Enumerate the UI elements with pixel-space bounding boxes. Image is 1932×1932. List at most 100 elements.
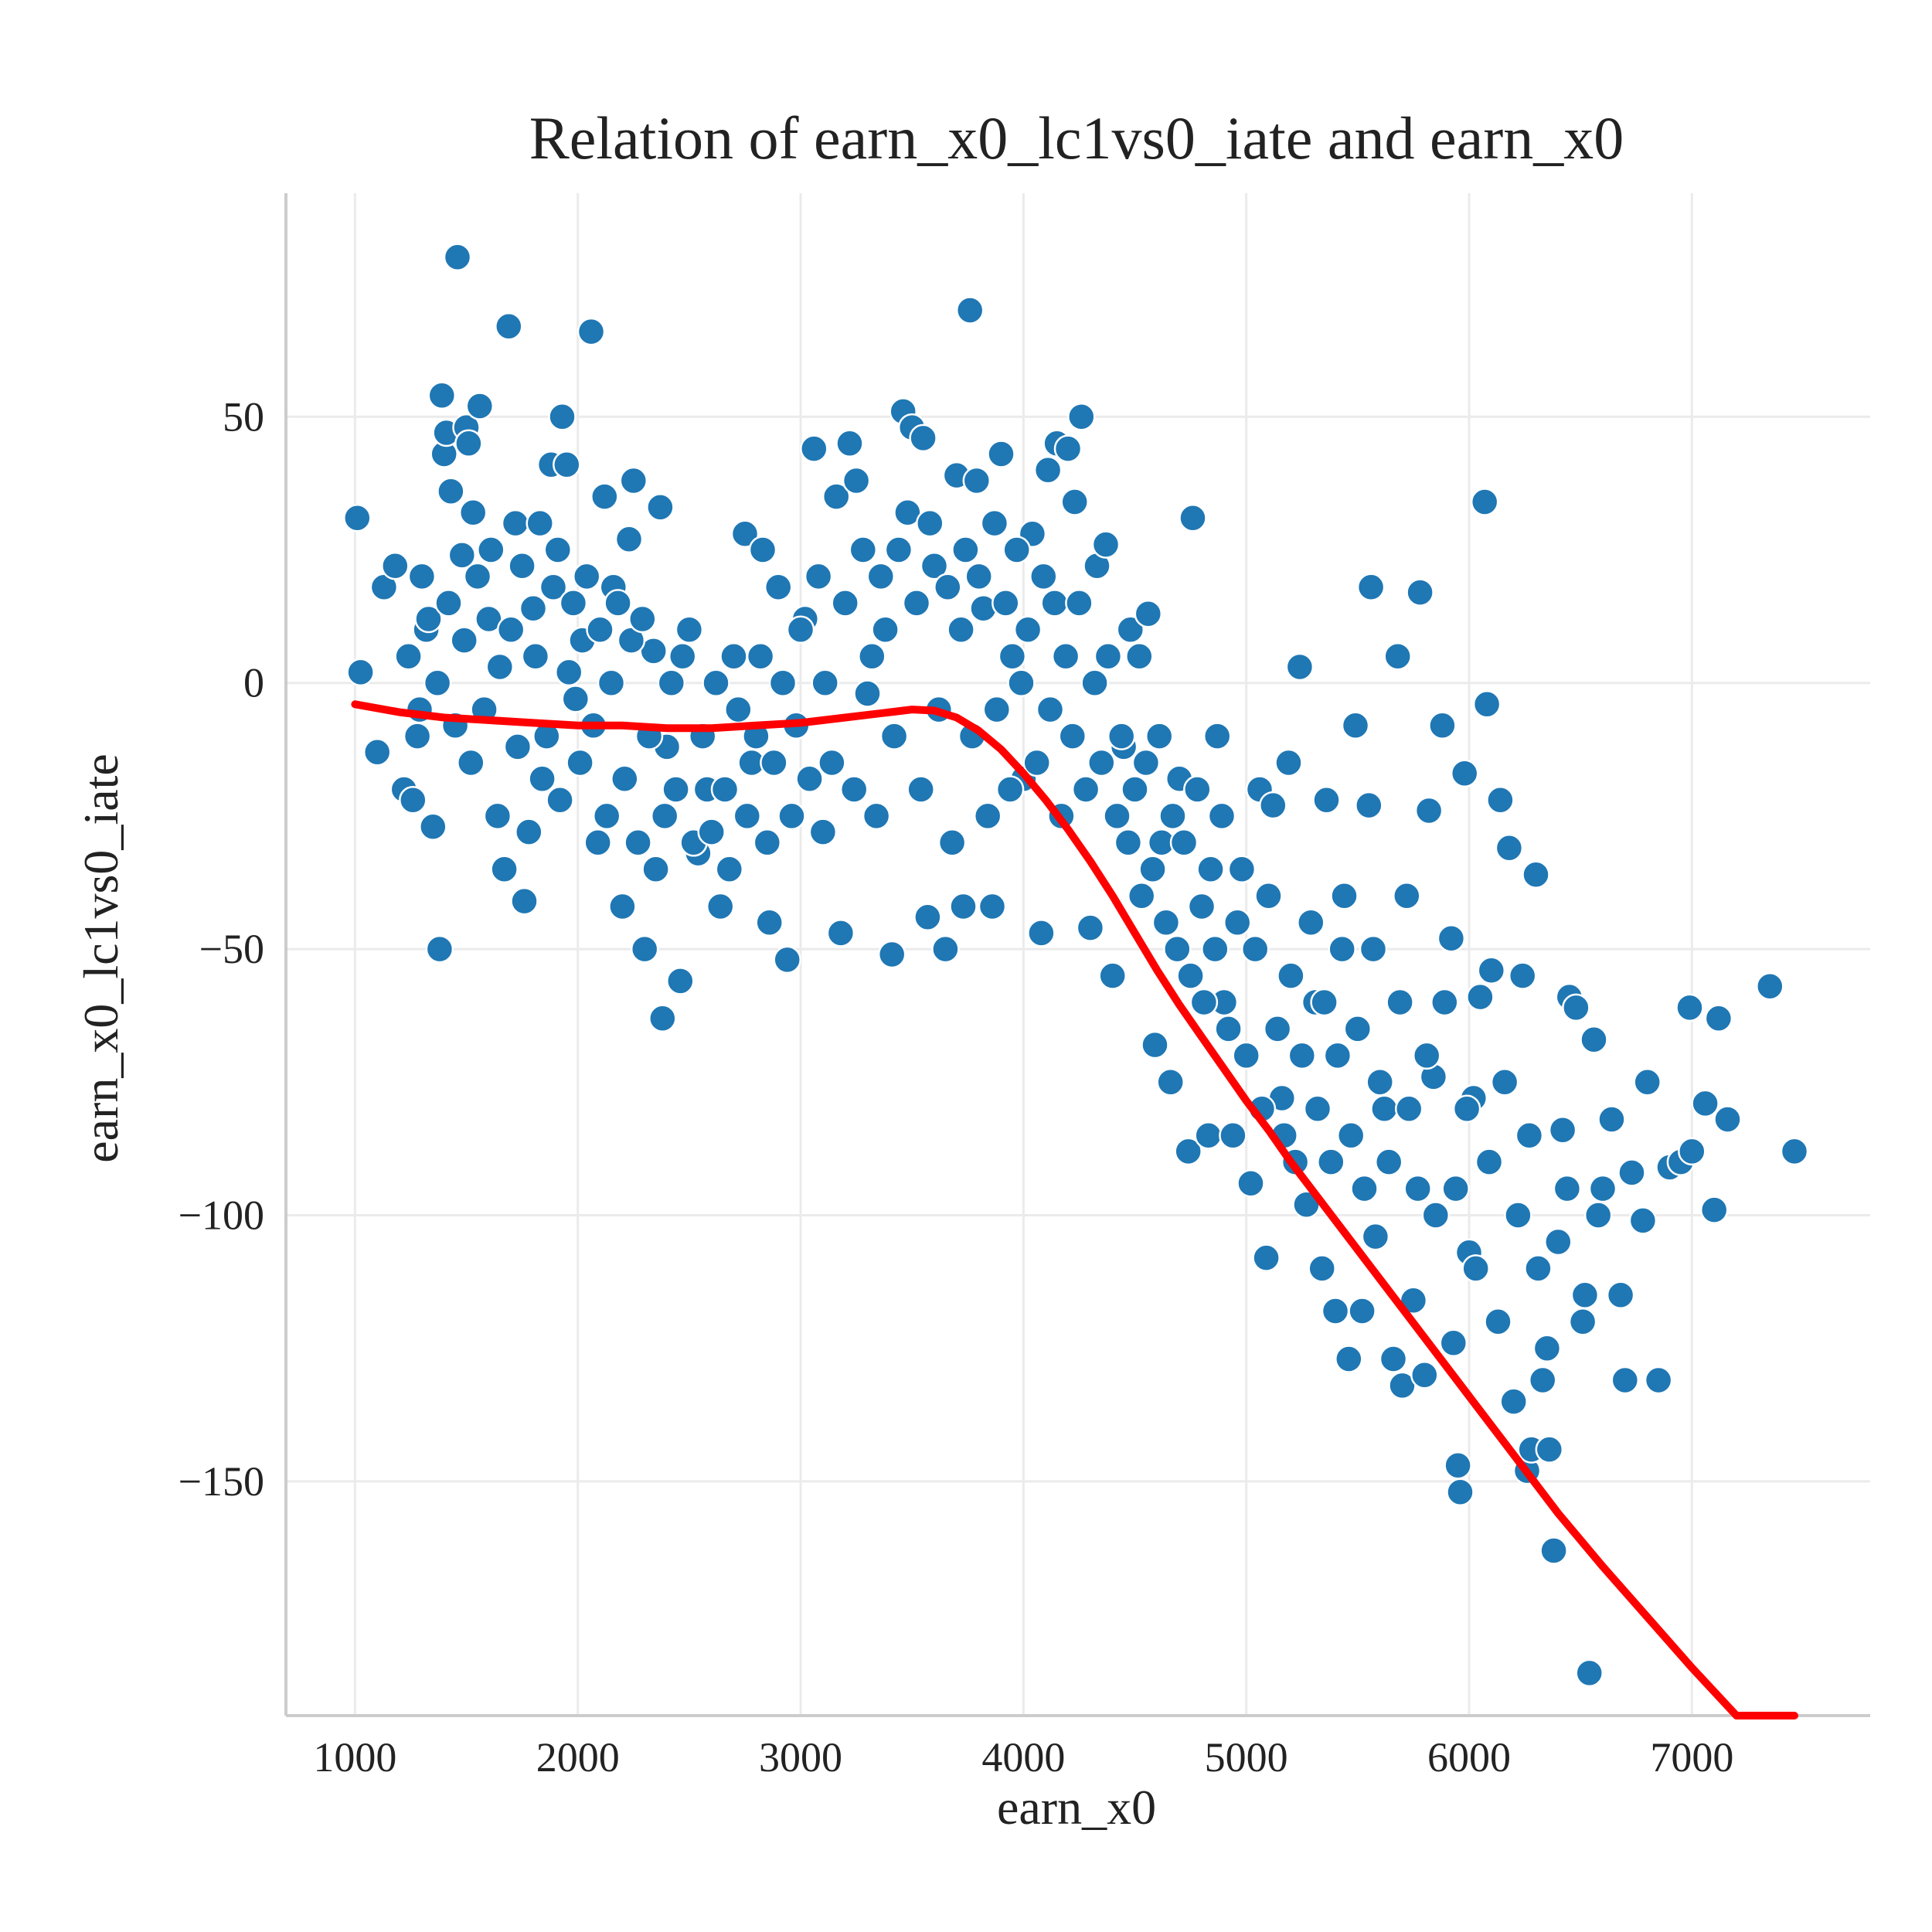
scatter-point bbox=[1470, 488, 1499, 516]
scatter-point bbox=[1138, 855, 1167, 884]
scatter-point bbox=[1532, 1334, 1562, 1362]
scatter-point bbox=[764, 573, 793, 601]
scatter-point bbox=[1065, 589, 1094, 617]
scatter-point bbox=[1252, 1243, 1281, 1272]
scatter-point bbox=[853, 679, 882, 708]
scatter-point bbox=[724, 695, 753, 724]
scatter-point bbox=[1091, 530, 1121, 559]
scatter-point bbox=[546, 785, 574, 815]
scatter-point bbox=[1189, 988, 1219, 1017]
scatter-point bbox=[1699, 1196, 1729, 1224]
scatter-point bbox=[1475, 1148, 1504, 1176]
scatter-point bbox=[1007, 668, 1036, 697]
scatter-point bbox=[528, 764, 556, 793]
scatter-point bbox=[1606, 1281, 1635, 1310]
scatter-point bbox=[811, 668, 839, 697]
scatter-point bbox=[748, 536, 777, 564]
scatter-point bbox=[697, 818, 726, 846]
scatter-point bbox=[1029, 562, 1058, 591]
scatter-point bbox=[1287, 1041, 1317, 1070]
scatter-point bbox=[1183, 775, 1212, 804]
scatter-point bbox=[1583, 1201, 1613, 1230]
scatter-point bbox=[1386, 988, 1414, 1017]
scatter-point bbox=[1141, 1030, 1169, 1060]
scatter-point bbox=[1570, 1281, 1600, 1310]
scatter-point bbox=[1071, 775, 1100, 804]
scatter-point bbox=[1214, 1015, 1243, 1043]
scatter-point bbox=[862, 801, 891, 831]
scatter-point bbox=[1562, 993, 1590, 1022]
scatter-point bbox=[1441, 1174, 1470, 1203]
scatter-point bbox=[1617, 1158, 1646, 1187]
scatter-point bbox=[662, 775, 690, 804]
scatter-point bbox=[1691, 1089, 1719, 1118]
scatter-point bbox=[628, 604, 657, 634]
scatter-point bbox=[1524, 1254, 1553, 1283]
scatter-point bbox=[719, 642, 748, 671]
x-axis-label: earn_x0 bbox=[997, 1780, 1156, 1835]
scatter-point bbox=[457, 748, 485, 777]
scatter-point bbox=[425, 934, 454, 964]
scatter-point bbox=[346, 658, 375, 687]
scatter-point bbox=[906, 775, 935, 804]
scatter-point bbox=[1080, 668, 1109, 697]
scatter-point bbox=[496, 615, 526, 645]
scatter-point bbox=[1087, 748, 1116, 777]
axes bbox=[284, 193, 1870, 1717]
scatter-point bbox=[937, 828, 967, 857]
scatter-point bbox=[477, 536, 505, 564]
scatter-point bbox=[666, 967, 695, 995]
scatter-point bbox=[804, 562, 833, 591]
scatter-point bbox=[1421, 1201, 1451, 1230]
scatter-point bbox=[1713, 1105, 1742, 1134]
scatter-point bbox=[800, 434, 828, 463]
scatter-point bbox=[1323, 1041, 1352, 1070]
scatter-point bbox=[964, 562, 993, 591]
scatter-point bbox=[1321, 1297, 1350, 1325]
y-tick-label: −100 bbox=[179, 1192, 264, 1239]
scatter-point bbox=[483, 801, 512, 831]
scatter-point bbox=[592, 801, 621, 831]
scatter-point bbox=[818, 748, 846, 777]
scatter-point bbox=[434, 589, 463, 617]
scatter-point bbox=[1611, 1366, 1640, 1395]
scatter-point bbox=[399, 785, 427, 815]
scatter-point bbox=[1312, 785, 1341, 815]
scatter-point bbox=[1504, 1201, 1532, 1230]
scatter-point bbox=[1756, 972, 1784, 1001]
scatter-point bbox=[657, 668, 686, 697]
scatter-point bbox=[949, 892, 978, 921]
scatter-point bbox=[1310, 988, 1338, 1017]
scatter-point bbox=[1196, 855, 1225, 884]
scatter-point bbox=[760, 748, 788, 777]
scatter-point bbox=[1121, 775, 1149, 804]
scatter-point bbox=[1114, 828, 1143, 857]
scatter-point bbox=[553, 451, 581, 479]
scatter-point bbox=[1575, 1658, 1604, 1688]
scatter-point bbox=[1223, 908, 1252, 937]
scatter-point bbox=[879, 722, 909, 750]
scatter-point bbox=[1040, 589, 1069, 617]
scatter-point bbox=[604, 589, 632, 617]
scatter-point bbox=[1780, 1137, 1809, 1166]
scatter-point bbox=[1499, 1387, 1528, 1416]
scatter-point bbox=[1446, 1478, 1475, 1506]
scatter-point bbox=[1127, 881, 1156, 910]
scatter-point bbox=[566, 748, 594, 777]
scatter-point bbox=[871, 615, 900, 645]
scatter-point bbox=[1341, 711, 1370, 740]
scatter-point bbox=[826, 919, 855, 947]
scatter-point bbox=[980, 509, 1009, 538]
scatter-point bbox=[1394, 1094, 1423, 1124]
scatter-point bbox=[795, 764, 824, 793]
scatter-point bbox=[1477, 956, 1506, 985]
scatter-point bbox=[835, 429, 864, 457]
scatter-point bbox=[987, 440, 1015, 468]
scatter-point bbox=[920, 551, 949, 580]
scatter-point bbox=[934, 573, 962, 601]
scatter-points bbox=[343, 243, 1809, 1688]
scatter-point bbox=[866, 562, 896, 591]
scatter-point bbox=[1207, 801, 1236, 831]
scatter-point bbox=[733, 801, 762, 831]
scatter-point bbox=[1240, 934, 1270, 964]
